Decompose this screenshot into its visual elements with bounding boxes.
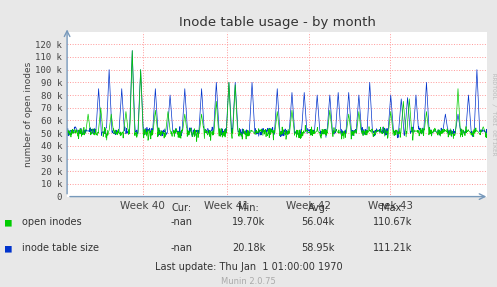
Y-axis label: number of open inodes: number of open inodes [23,61,33,167]
Text: Munin 2.0.75: Munin 2.0.75 [221,277,276,286]
Text: ■: ■ [5,218,12,227]
Text: 56.04k: 56.04k [302,218,334,227]
Text: Min:: Min: [238,203,259,213]
Text: Last update: Thu Jan  1 01:00:00 1970: Last update: Thu Jan 1 01:00:00 1970 [155,263,342,272]
Text: 111.21k: 111.21k [373,243,413,253]
Text: -nan: -nan [170,243,192,253]
Text: inode table size: inode table size [22,243,99,253]
Text: 20.18k: 20.18k [232,243,265,253]
Text: 110.67k: 110.67k [373,218,413,227]
Text: -nan: -nan [170,218,192,227]
Text: ■: ■ [5,243,12,253]
Text: open inodes: open inodes [22,218,82,227]
Text: Max:: Max: [381,203,405,213]
Text: 58.95k: 58.95k [301,243,335,253]
Title: Inode table usage - by month: Inode table usage - by month [178,16,376,29]
Text: Cur:: Cur: [171,203,191,213]
Text: 19.70k: 19.70k [232,218,265,227]
Text: RRDTOOL / TOBI OETIKER: RRDTOOL / TOBI OETIKER [491,73,497,155]
Text: Avg:: Avg: [308,203,329,213]
